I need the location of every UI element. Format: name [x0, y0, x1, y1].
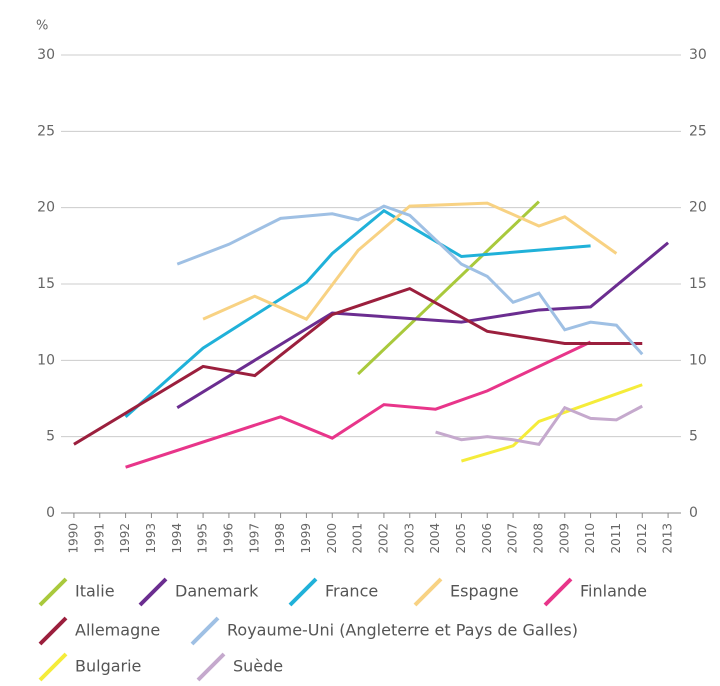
x-tick-label: 2001 — [351, 523, 365, 554]
series-line — [202, 201, 618, 321]
x-tick-label: 1996 — [221, 523, 235, 554]
legend-marker — [138, 577, 168, 607]
series-line — [435, 404, 643, 446]
legend-label: France — [325, 582, 378, 601]
x-tick-label: 2007 — [506, 523, 520, 554]
y-tick-label: 15 — [37, 276, 55, 292]
legend-marker — [38, 652, 68, 682]
x-tick-label: 1993 — [144, 523, 158, 554]
legend-marker — [196, 652, 226, 682]
x-tick-label: 2004 — [428, 523, 442, 554]
x-tick-label: 1994 — [170, 523, 184, 554]
legend-label: Finlande — [580, 582, 647, 601]
x-tick-label: 2013 — [661, 523, 675, 554]
x-tick-label: 1995 — [196, 523, 210, 554]
x-tick-label: 2002 — [376, 523, 390, 554]
y-tick-label: 30 — [37, 47, 55, 63]
legend-label: Allemagne — [75, 621, 160, 640]
x-tick-label: 1991 — [92, 523, 106, 554]
y2-tick-label: 0 — [689, 505, 698, 521]
legend-label: Espagne — [450, 582, 519, 601]
y2-tick-label: 20 — [689, 200, 707, 216]
legend-label: Italie — [75, 582, 115, 601]
x-tick-label: 2006 — [480, 523, 494, 554]
legend-marker — [413, 577, 443, 607]
legend-marker — [38, 577, 68, 607]
x-tick-label: 1992 — [118, 523, 132, 554]
series-line — [357, 200, 540, 376]
series-line — [176, 204, 644, 356]
y-tick-label: 20 — [37, 200, 55, 216]
y2-tick-label: 30 — [689, 47, 707, 63]
x-tick-label: 2008 — [531, 523, 545, 554]
y-tick-label: 0 — [46, 505, 55, 521]
legend-marker — [543, 577, 573, 607]
x-tick-label: 2009 — [557, 523, 571, 554]
x-tick-label: 2003 — [402, 523, 416, 554]
legend-label: Danemark — [175, 582, 259, 601]
series-line — [124, 208, 591, 418]
x-tick-label: 2000 — [325, 523, 339, 554]
y-tick-label: 10 — [37, 352, 55, 368]
legend-label: Suède — [233, 657, 283, 676]
series-line — [125, 340, 592, 469]
legend-marker — [288, 577, 318, 607]
legend-label: Bulgarie — [75, 657, 141, 676]
x-tick-label: 2010 — [583, 523, 597, 554]
y-tick-label: 25 — [37, 123, 55, 139]
x-tick-label: 1997 — [247, 523, 261, 554]
x-tick-label: 2005 — [454, 523, 468, 554]
y-unit: % — [36, 19, 48, 34]
x-tick-label: 2011 — [609, 523, 623, 554]
legend-marker — [38, 616, 68, 646]
y2-tick-label: 25 — [689, 123, 707, 139]
legend-marker — [190, 616, 220, 646]
series-line — [176, 241, 670, 409]
x-tick-label: 1990 — [66, 523, 80, 554]
series-line — [73, 286, 643, 446]
y2-tick-label: 15 — [689, 276, 707, 292]
y-tick-label: 5 — [46, 429, 55, 445]
legend-label: Royaume-Uni (Angleterre et Pays de Galle… — [227, 621, 578, 640]
x-tick-label: 1998 — [273, 523, 287, 554]
y2-tick-label: 10 — [689, 352, 707, 368]
series-line — [460, 383, 643, 463]
y2-tick-label: 5 — [689, 429, 698, 445]
x-tick-label: 1999 — [299, 523, 313, 554]
x-tick-label: 2012 — [635, 523, 649, 554]
